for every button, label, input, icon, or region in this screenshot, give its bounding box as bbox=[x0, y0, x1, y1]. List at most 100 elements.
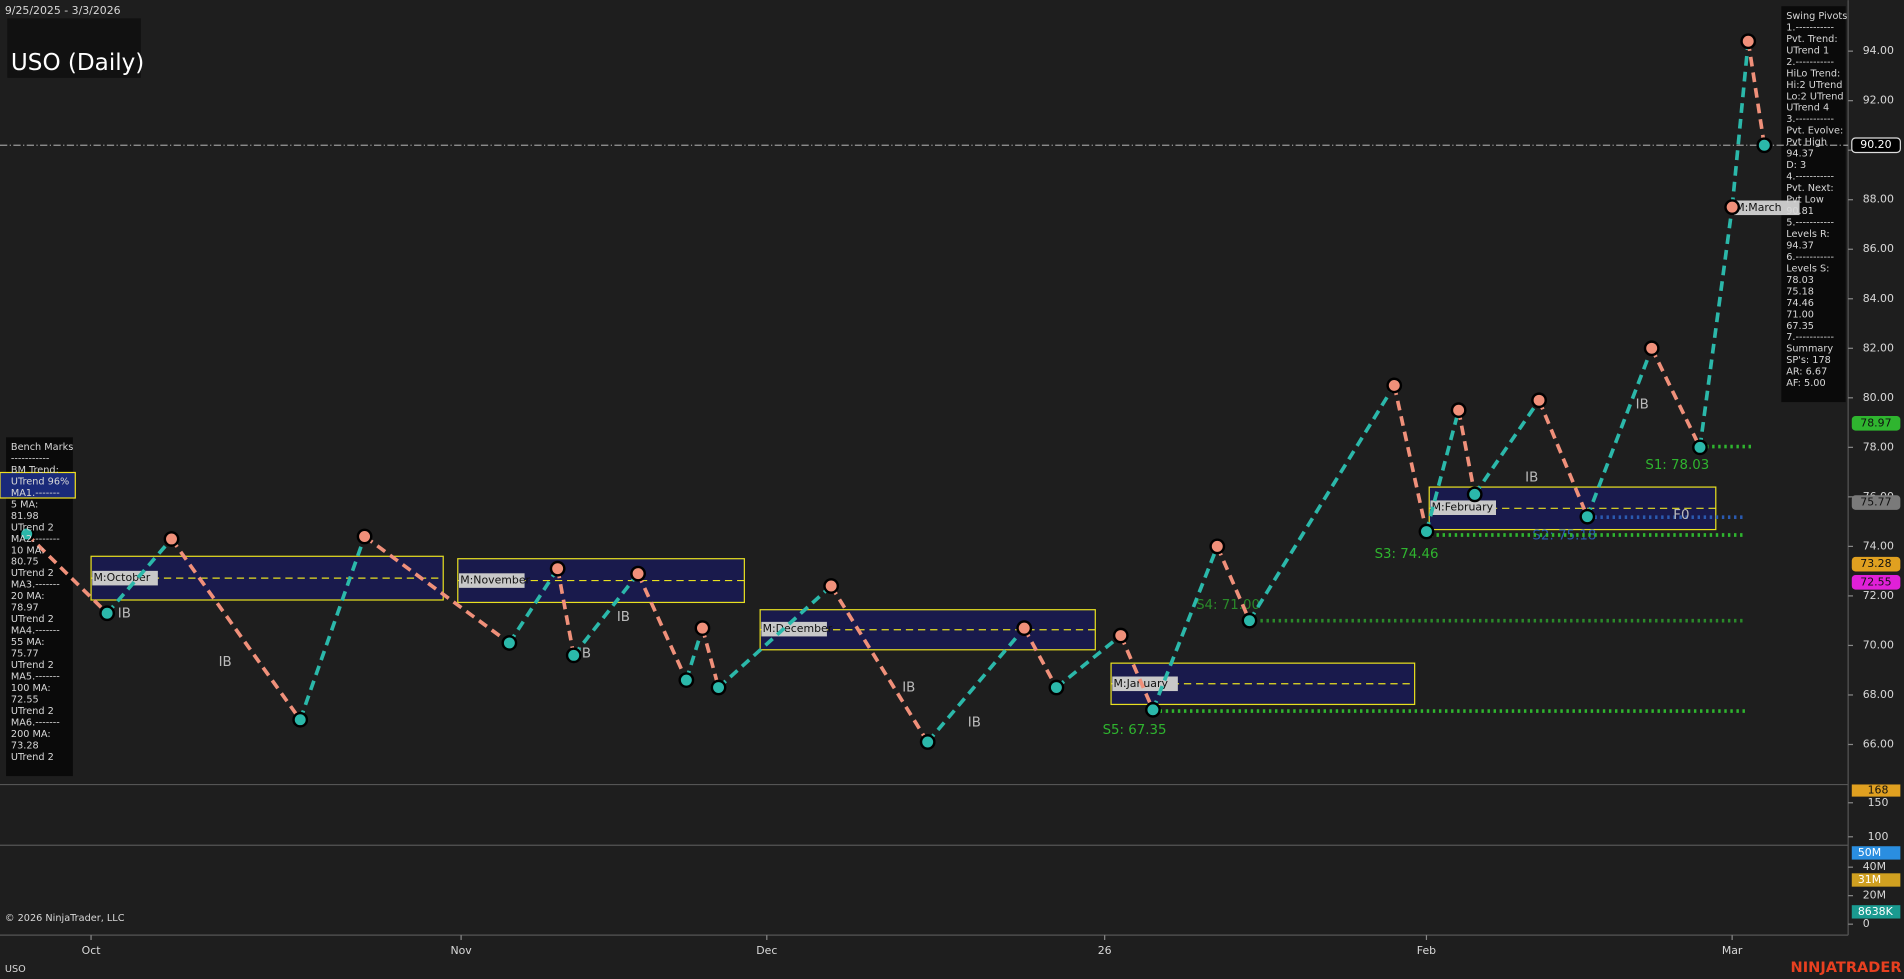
swing-pivot-line: 75.18 bbox=[1786, 286, 1814, 297]
indicator-tick-label: 150 bbox=[1868, 796, 1889, 809]
support-label: S5: 67.35 bbox=[1103, 723, 1167, 738]
brand: NINJATRADER bbox=[1791, 959, 1902, 976]
price-segment bbox=[298, 535, 367, 721]
pivot bbox=[1016, 620, 1033, 636]
pivot bbox=[1724, 199, 1741, 216]
month-label-bg bbox=[1734, 200, 1800, 216]
volume-label: 50M bbox=[1858, 846, 1881, 859]
price-label-bg bbox=[1851, 495, 1901, 510]
swing-pivot-line: 71.00 bbox=[1786, 309, 1814, 320]
price-label: 72.55 bbox=[1860, 575, 1891, 588]
volume-label-bg bbox=[1851, 905, 1901, 919]
pivot bbox=[18, 526, 35, 542]
swing-pivot-line: 90.81 bbox=[1786, 206, 1814, 217]
price-segment bbox=[684, 627, 705, 681]
pivot bbox=[292, 711, 309, 728]
bench-mark-line: 80.75 bbox=[11, 557, 39, 568]
pivot bbox=[1450, 402, 1467, 419]
y-tick-label: 88.00 bbox=[1863, 193, 1894, 206]
x-tick-label: Feb bbox=[1417, 944, 1436, 957]
pivot bbox=[356, 528, 373, 545]
bench-mark-line: 73.28 bbox=[11, 740, 39, 751]
pivot bbox=[694, 620, 711, 636]
y-tick-label: 78.00 bbox=[1863, 440, 1894, 453]
month-label: M:October bbox=[94, 571, 151, 584]
pivot bbox=[1418, 523, 1435, 540]
pivot bbox=[1692, 439, 1708, 456]
volume-label-bg bbox=[1851, 873, 1901, 887]
price-segment bbox=[1215, 545, 1252, 622]
pivot bbox=[1241, 612, 1258, 629]
price-segment bbox=[1392, 385, 1429, 532]
swing-pivot-line: Levels R: bbox=[1786, 229, 1829, 240]
pivot bbox=[1740, 33, 1757, 50]
price-label-bg bbox=[1851, 556, 1901, 572]
price-label: 78.97 bbox=[1860, 416, 1891, 429]
y-tick-label: 68.00 bbox=[1863, 688, 1894, 701]
bench-mark-line: UTrend 2 bbox=[11, 752, 54, 763]
pivot bbox=[501, 635, 518, 651]
price-segment bbox=[1698, 206, 1734, 448]
y-tick-label: 82.00 bbox=[1863, 341, 1894, 354]
swing-pivot-line: Summary bbox=[1786, 344, 1833, 355]
bench-mark-line: MA2.------- bbox=[11, 534, 60, 545]
support-label: S4: 71.00 bbox=[1196, 598, 1260, 613]
price-label-bg bbox=[1851, 137, 1901, 154]
swing-pivot-line: UTrend 4 bbox=[1786, 103, 1829, 114]
bench-mark-line: MA6.------- bbox=[11, 717, 60, 728]
marker-label: IB bbox=[617, 610, 630, 625]
price-segment bbox=[1247, 384, 1396, 622]
support-label: S1: 78.03 bbox=[1645, 458, 1709, 473]
bench-mark-line: UTrend 2 bbox=[11, 614, 54, 625]
pivot bbox=[549, 560, 566, 577]
bench-mark-line: 200 MA: bbox=[11, 729, 51, 740]
month-label: M:February bbox=[1432, 501, 1494, 514]
price-segment bbox=[636, 572, 689, 681]
swing-pivot-line: 94.37 bbox=[1786, 149, 1814, 160]
swing-pivot-line: Pvt. Next: bbox=[1786, 183, 1833, 194]
swing-pivot-line: AR: 6.67 bbox=[1786, 367, 1827, 378]
bench-mark-line: UTrend 96% bbox=[11, 476, 69, 487]
marker-label: IB bbox=[1525, 470, 1538, 485]
bench-mark-line: 10 MA: bbox=[11, 545, 45, 556]
instrument: USO bbox=[5, 964, 26, 975]
bench-mark-line: MA4.------- bbox=[11, 626, 60, 637]
marker-label: IB bbox=[1636, 398, 1649, 413]
marker-label: IB bbox=[968, 716, 981, 731]
swing-pivot-line: 74.46 bbox=[1786, 298, 1814, 309]
marker-label: IB bbox=[902, 680, 915, 695]
swing-pivot-line: D: 3 bbox=[1786, 160, 1806, 171]
pivot bbox=[1145, 701, 1161, 718]
price-label: 90.20 bbox=[1860, 138, 1891, 151]
volume-tick-label: 0 bbox=[1863, 917, 1870, 930]
price-segment bbox=[1585, 347, 1654, 518]
price-segment bbox=[25, 532, 109, 615]
bench-mark-line: UTrend 2 bbox=[11, 568, 54, 579]
price-segment bbox=[700, 627, 721, 689]
pivot bbox=[919, 734, 936, 750]
bench-mark-line: 55 MA: bbox=[11, 637, 45, 648]
x-tick-label: Oct bbox=[82, 944, 102, 957]
pivot bbox=[630, 565, 646, 582]
bench-mark-line: 100 MA: bbox=[11, 683, 51, 694]
pivot bbox=[1466, 486, 1483, 503]
date-range: 9/25/2025 - 3/3/2026 bbox=[5, 4, 121, 17]
price-segment bbox=[363, 535, 511, 645]
bench-highlight bbox=[0, 471, 76, 499]
y-tick-label: 66.00 bbox=[1863, 737, 1894, 750]
y-tick-label: 86.00 bbox=[1863, 242, 1894, 255]
price-segment bbox=[572, 572, 640, 657]
bench-mark-line: 78.97 bbox=[11, 603, 39, 614]
month-label: M:November bbox=[460, 574, 530, 587]
bench-mark-line: ----------- bbox=[11, 453, 50, 464]
bench-mark-line: 5 MA: bbox=[11, 499, 38, 510]
pivot bbox=[1579, 508, 1596, 525]
pivot bbox=[1756, 137, 1773, 154]
price-segment bbox=[1746, 40, 1767, 146]
y-tick-label: 70.00 bbox=[1863, 638, 1894, 651]
month-label-bg bbox=[1430, 500, 1496, 515]
price-segment bbox=[1424, 409, 1461, 532]
bench-mark-line: 20 MA: bbox=[11, 591, 45, 602]
swing-pivot-line: Pvt. Trend: bbox=[1786, 34, 1837, 45]
